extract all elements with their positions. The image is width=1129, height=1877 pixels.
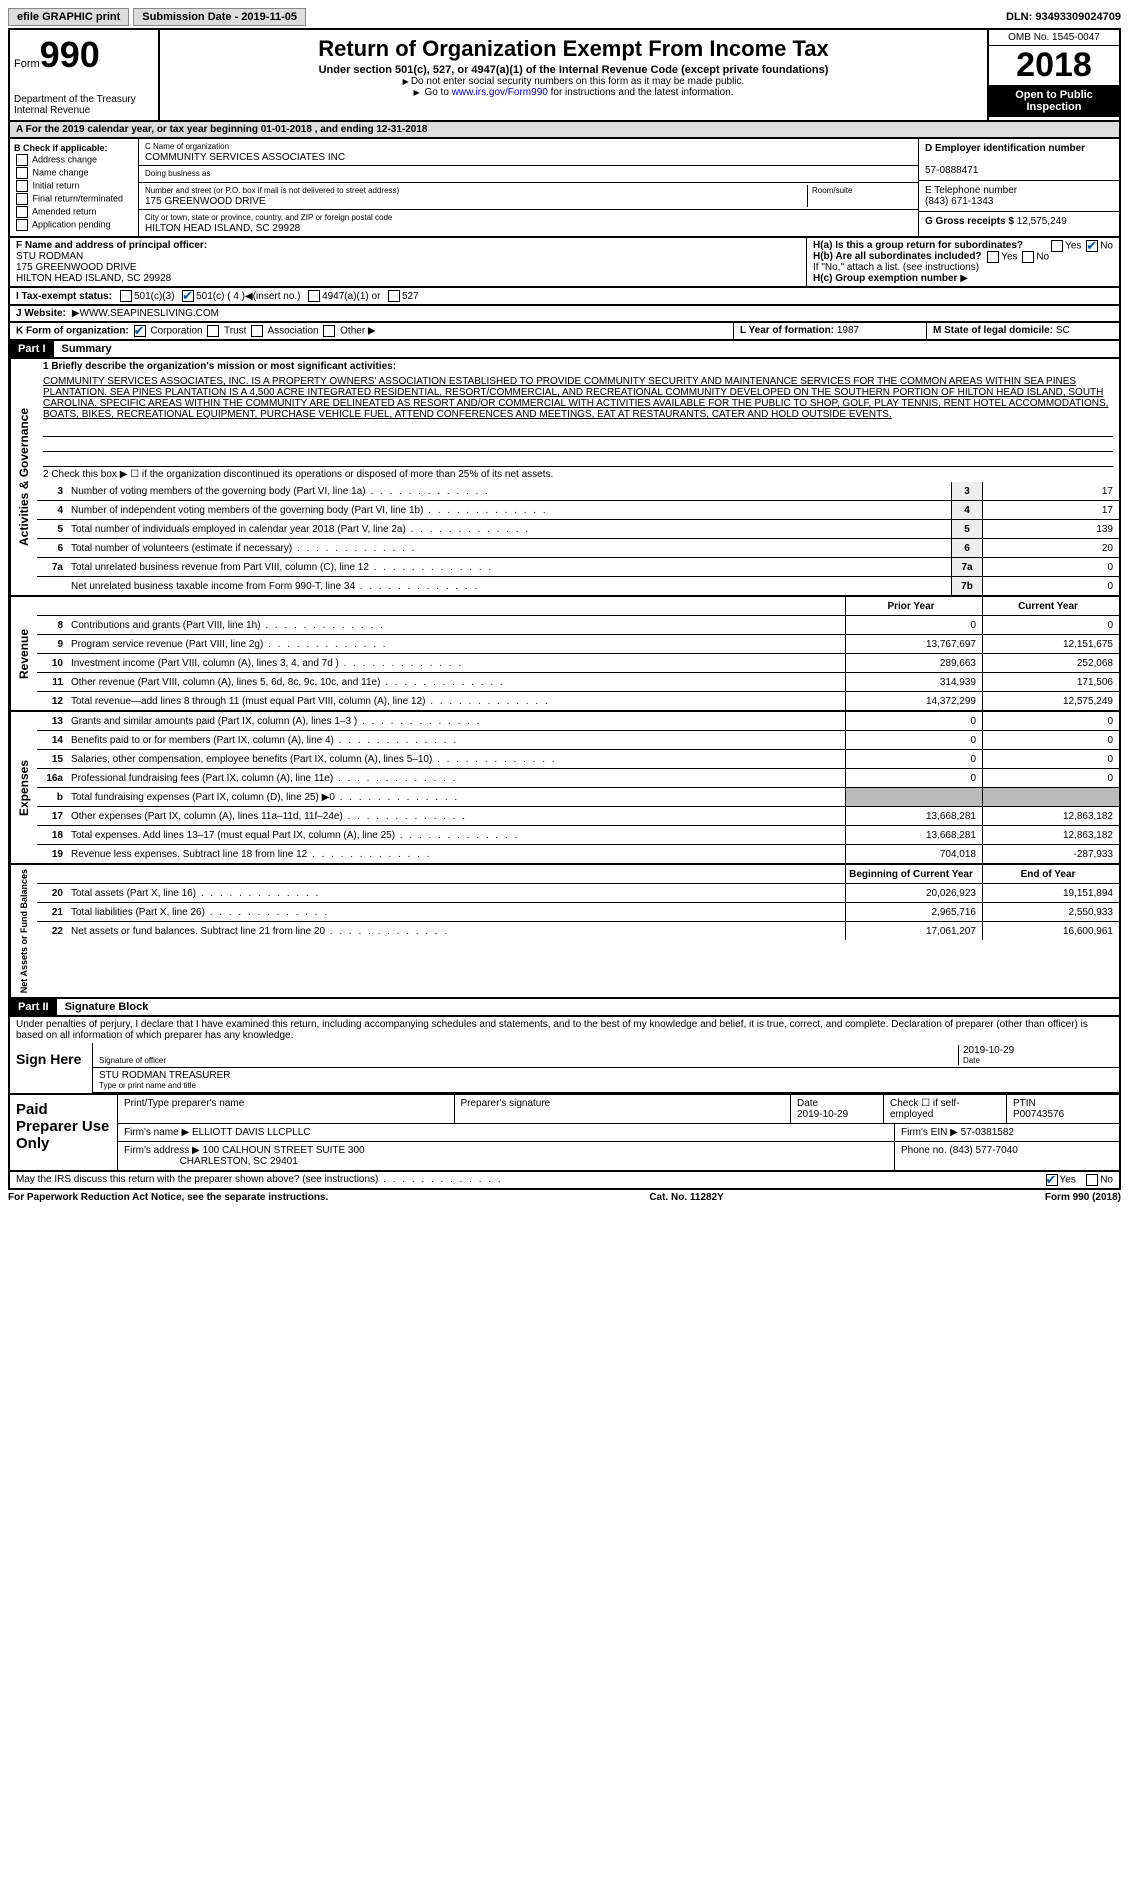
- row-i: I Tax-exempt status: 501(c)(3) 501(c) ( …: [8, 288, 1121, 306]
- revenue-section: Revenue Prior Year Current Year 8Contrib…: [8, 597, 1121, 712]
- header-left: Form990 Department of the Treasury Inter…: [10, 30, 160, 120]
- preparer-block: Paid Preparer Use Only Print/Type prepar…: [8, 1095, 1121, 1172]
- table-row: 5Total number of individuals employed in…: [37, 520, 1119, 539]
- row-a: A For the 2019 calendar year, or tax yea…: [8, 122, 1121, 139]
- table-row: 22Net assets or fund balances. Subtract …: [37, 922, 1119, 940]
- table-row: 4Number of independent voting members of…: [37, 501, 1119, 520]
- table-row: 13Grants and similar amounts paid (Part …: [37, 712, 1119, 731]
- ein: 57-0888471: [925, 165, 978, 176]
- form-title: Return of Organization Exempt From Incom…: [168, 36, 979, 62]
- header-center: Return of Organization Exempt From Incom…: [160, 30, 987, 120]
- block-fh: F Name and address of principal officer:…: [8, 238, 1121, 288]
- col-b: B Check if applicable: Address change Na…: [10, 139, 139, 236]
- table-row: 17Other expenses (Part IX, column (A), l…: [37, 807, 1119, 826]
- table-row: 14Benefits paid to or for members (Part …: [37, 731, 1119, 750]
- table-row: bTotal fundraising expenses (Part IX, co…: [37, 788, 1119, 807]
- col-d: D Employer identification number 57-0888…: [918, 139, 1119, 236]
- table-row: 6Total number of volunteers (estimate if…: [37, 539, 1119, 558]
- form-header: Form990 Department of the Treasury Inter…: [8, 30, 1121, 122]
- col-f: F Name and address of principal officer:…: [10, 238, 806, 286]
- part1-header: Part I Summary: [8, 341, 1121, 359]
- top-bar: efile GRAPHIC print Submission Date - 20…: [8, 8, 1121, 30]
- table-row: Net unrelated business taxable income fr…: [37, 577, 1119, 595]
- block-bcd: B Check if applicable: Address change Na…: [8, 139, 1121, 238]
- table-row: 21Total liabilities (Part X, line 26)2,9…: [37, 903, 1119, 922]
- netassets-section: Net Assets or Fund Balances Beginning of…: [8, 865, 1121, 999]
- table-row: 3Number of voting members of the governi…: [37, 482, 1119, 501]
- website: WWW.SEAPINESLIVING.COM: [80, 308, 219, 319]
- irs-link[interactable]: www.irs.gov/Form990: [452, 87, 548, 98]
- table-row: 19Revenue less expenses. Subtract line 1…: [37, 845, 1119, 863]
- expenses-section: Expenses 13Grants and similar amounts pa…: [8, 712, 1121, 865]
- table-row: 8Contributions and grants (Part VIII, li…: [37, 616, 1119, 635]
- signature-block: Under penalties of perjury, I declare th…: [8, 1017, 1121, 1095]
- footer: For Paperwork Reduction Act Notice, see …: [8, 1190, 1121, 1203]
- row-klm: K Form of organization: Corporation Trus…: [8, 323, 1121, 341]
- org-name: COMMUNITY SERVICES ASSOCIATES INC: [145, 152, 345, 163]
- col-h: H(a) Is this a group return for subordin…: [806, 238, 1119, 286]
- table-row: 12Total revenue—add lines 8 through 11 (…: [37, 692, 1119, 710]
- dln: DLN: 93493309024709: [1006, 11, 1121, 23]
- table-row: 15Salaries, other compensation, employee…: [37, 750, 1119, 769]
- table-row: 11Other revenue (Part VIII, column (A), …: [37, 673, 1119, 692]
- table-row: 9Program service revenue (Part VIII, lin…: [37, 635, 1119, 654]
- table-row: 20Total assets (Part X, line 16)20,026,9…: [37, 884, 1119, 903]
- mission-text: COMMUNITY SERVICES ASSOCIATES, INC. IS A…: [37, 374, 1119, 422]
- row-j: J Website: ▶ WWW.SEAPINESLIVING.COM: [8, 306, 1121, 323]
- table-row: 10Investment income (Part VIII, column (…: [37, 654, 1119, 673]
- efile-button[interactable]: efile GRAPHIC print: [8, 8, 129, 26]
- submission-date-button[interactable]: Submission Date - 2019-11-05: [133, 8, 306, 26]
- col-c: C Name of organization COMMUNITY SERVICE…: [139, 139, 918, 236]
- part2-header: Part II Signature Block: [8, 999, 1121, 1017]
- table-row: 7aTotal unrelated business revenue from …: [37, 558, 1119, 577]
- table-row: 16aProfessional fundraising fees (Part I…: [37, 769, 1119, 788]
- activities-governance: Activities & Governance 1 Briefly descri…: [8, 359, 1121, 597]
- discuss-row: May the IRS discuss this return with the…: [8, 1172, 1121, 1190]
- header-right: OMB No. 1545-0047 2018 Open to Public In…: [987, 30, 1119, 120]
- table-row: 18Total expenses. Add lines 13–17 (must …: [37, 826, 1119, 845]
